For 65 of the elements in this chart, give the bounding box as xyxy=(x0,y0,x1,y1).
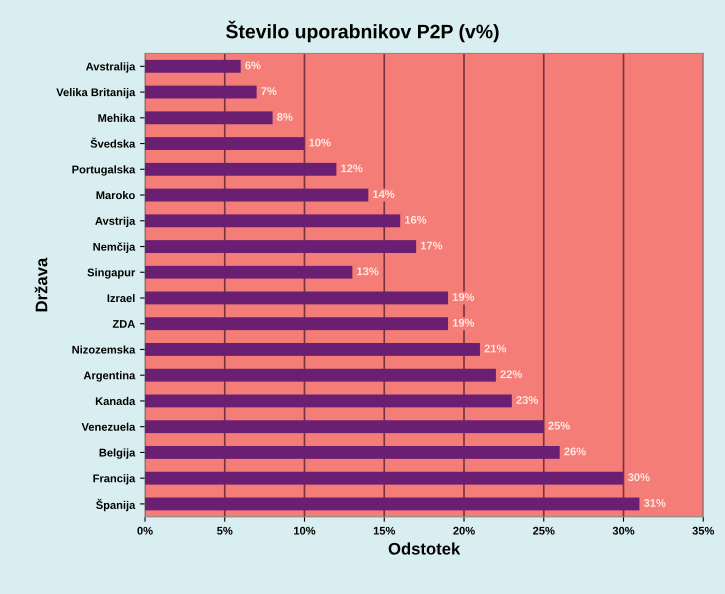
x-tick-label: 20% xyxy=(453,526,475,535)
data-label: 22% xyxy=(500,370,522,378)
y-tick-label: Avstrija xyxy=(95,216,136,228)
x-tick-label: 35% xyxy=(692,526,714,535)
bar xyxy=(145,343,480,356)
data-label: 30% xyxy=(628,473,650,482)
y-tick-label: Nizozemska xyxy=(72,345,136,354)
data-label: 17% xyxy=(421,242,442,250)
chart-title: Število uporabnikov P2P (v%) xyxy=(226,20,499,42)
x-axis-title: Odstotek xyxy=(388,542,460,555)
bar xyxy=(145,420,544,434)
y-tick-label: Portugalska xyxy=(72,165,136,176)
y-tick-label: Švedska xyxy=(90,138,136,148)
data-label: 21% xyxy=(484,344,506,352)
data-label: 26% xyxy=(564,448,586,456)
bar xyxy=(145,292,448,304)
y-tick-label: ZDA xyxy=(112,320,135,328)
y-tick-label: Argentina xyxy=(84,371,136,382)
bar xyxy=(145,188,368,202)
bar xyxy=(145,497,640,510)
y-tick-label: Avstralija xyxy=(86,62,136,73)
bar xyxy=(145,266,352,279)
bar xyxy=(145,240,416,253)
x-tick-label: 15% xyxy=(374,526,396,535)
data-label: 6% xyxy=(245,61,261,70)
data-label: 16% xyxy=(405,216,426,224)
data-label: 10% xyxy=(309,138,331,147)
y-tick-label: Francija xyxy=(93,474,136,484)
bar xyxy=(145,111,273,124)
bar xyxy=(145,368,496,382)
y-tick-label: Kanada xyxy=(96,396,136,406)
data-label: 14% xyxy=(373,190,394,198)
data-label: 7% xyxy=(261,87,277,96)
y-tick-label: Mehika xyxy=(98,114,136,122)
bar xyxy=(145,162,336,176)
bar xyxy=(145,60,241,73)
y-tick-label: Izrael xyxy=(108,294,134,302)
data-label: 19% xyxy=(452,318,474,327)
bar xyxy=(145,394,512,408)
data-label: 8% xyxy=(277,112,293,121)
x-tick-label: 30% xyxy=(612,526,634,535)
bar xyxy=(145,86,257,99)
x-tick-label: 25% xyxy=(533,526,555,535)
data-label: 31% xyxy=(644,499,666,507)
bar xyxy=(145,214,400,228)
x-tick-label: 0% xyxy=(137,526,153,535)
data-label: 19% xyxy=(452,293,474,301)
bar xyxy=(145,137,304,150)
y-tick-label: Španija xyxy=(96,498,136,512)
x-tick-label: 10% xyxy=(294,526,316,535)
y-axis-title: Država xyxy=(34,258,48,312)
bar xyxy=(145,446,560,459)
y-tick-label: Singapur xyxy=(87,268,136,279)
y-tick-label: Velika Britanija xyxy=(56,88,136,98)
y-tick-label: Venezuela xyxy=(82,422,136,431)
data-label: 13% xyxy=(357,267,378,276)
data-label: 23% xyxy=(516,396,538,404)
y-tick-label: Nemčija xyxy=(93,242,136,253)
x-tick-label: 5% xyxy=(217,526,232,535)
y-tick-label: Belgija xyxy=(100,448,136,459)
data-label: 25% xyxy=(548,422,570,430)
bar xyxy=(145,317,448,330)
y-tick-label: Maroko xyxy=(96,191,135,200)
data-label: 12% xyxy=(341,164,363,172)
bar xyxy=(145,472,624,485)
